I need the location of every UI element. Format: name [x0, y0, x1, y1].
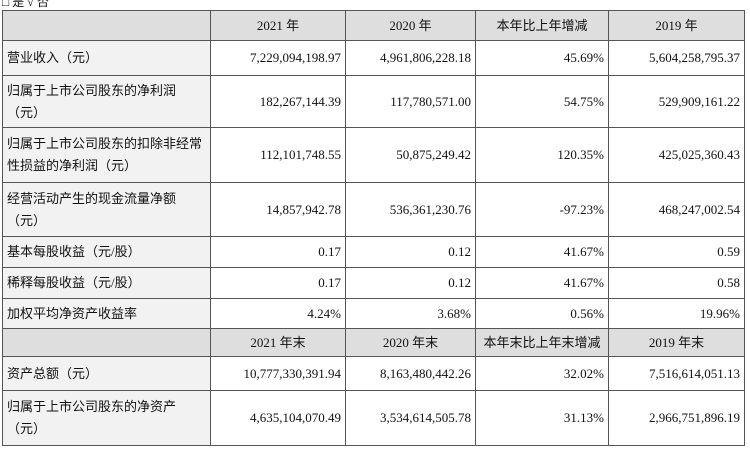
data-row: 归属于上市公司股东的净利润（元） 182,267,144.39 117,780,57… [2, 75, 745, 128]
data-row: 归属于上市公司股东的扣除非经常性损益的净利润（元） 112,101,748.55 5… [2, 127, 745, 183]
value-cell: 45.69% [475, 40, 609, 76]
header-cell: 2019 年末 [608, 328, 745, 357]
data-row: 稀释每股收益（元/股） 0.17 0.12 41.67% 0.58 [2, 267, 745, 299]
value-cell: 529,909,161.22 [608, 75, 745, 128]
value-cell: 0.12 [345, 267, 476, 299]
value-cell: 120.35% [475, 127, 609, 183]
row-label: 经营活动产生的现金流量净额（元） [2, 182, 211, 237]
value-cell: 536,361,230.76 [345, 182, 476, 237]
data-row: 经营活动产生的现金流量净额（元） 14,857,942.78 536,361,230… [2, 182, 745, 237]
value-cell: 0.59 [608, 236, 745, 268]
row-label: 归属于上市公司股东的扣除非经常性损益的净利润（元） [2, 127, 211, 183]
value-cell: 10,777,330,391.94 [210, 356, 346, 391]
data-row: 加权平均净资产收益率 4.24% 3.68% 0.56% 19.96% [2, 298, 745, 329]
data-row: 营业收入（元） 7,229,094,198.97 4,961,806,228.18 4… [2, 40, 745, 76]
value-cell: -97.23% [475, 182, 609, 237]
value-cell: 8,163,480,442.26 [345, 356, 476, 391]
header-cell [2, 328, 211, 357]
value-cell: 32.02% [475, 356, 609, 391]
data-row: 资产总额（元） 10,777,330,391.94 8,163,480,442.26… [2, 356, 745, 391]
row-label: 归属于上市公司股东的净利润（元） [2, 75, 211, 128]
value-cell: 14,857,942.78 [210, 182, 346, 237]
value-cell: 54.75% [475, 75, 609, 128]
header-cell: 本年比上年增减 [475, 10, 609, 41]
financial-table: 2021 年 2020 年本年比上年增减 2019 年营业收入（元） 7,229,09… [2, 10, 745, 446]
row-label: 加权平均净资产收益率 [2, 298, 211, 329]
value-cell: 41.67% [475, 236, 609, 268]
header-row: 2021 年 2020 年本年比上年增减 2019 年 [2, 10, 745, 41]
header-cell: 2019 年 [608, 10, 745, 41]
value-cell: 19.96% [608, 298, 745, 329]
header-row: 2021 年末 2020 年末 本年末比上年末增减 2019 年末 [2, 328, 745, 357]
value-cell: 7,229,094,198.97 [210, 40, 346, 76]
header-cell: 2021 年末 [210, 328, 346, 357]
header-cell: 2020 年 [345, 10, 476, 41]
row-label: 营业收入（元） [2, 40, 211, 76]
header-cell: 本年末比上年末增减 [475, 328, 609, 357]
value-cell: 117,780,571.00 [345, 75, 476, 128]
header-cell: 2020 年末 [345, 328, 476, 357]
value-cell: 4,635,104,070.49 [210, 390, 346, 446]
value-cell: 3,534,614,505.78 [345, 390, 476, 446]
header-cell: 2021 年 [210, 10, 346, 41]
value-cell: 5,604,258,795.37 [608, 40, 745, 76]
row-label: 归属于上市公司股东的净资产（元） [2, 390, 211, 446]
value-cell: 0.12 [345, 236, 476, 268]
row-label: 稀释每股收益（元/股） [2, 267, 211, 299]
value-cell: 2,966,751,896.19 [608, 390, 745, 446]
row-label: 基本每股收益（元/股） [2, 236, 211, 268]
value-cell: 7,516,614,051.13 [608, 356, 745, 391]
data-row: 归属于上市公司股东的净资产（元） 4,635,104,070.49 3,534,61… [2, 390, 745, 446]
value-cell: 425,025,360.43 [608, 127, 745, 183]
value-cell: 4.24% [210, 298, 346, 329]
note: □ 是 √ 否 [2, 0, 49, 9]
value-cell: 112,101,748.55 [210, 127, 346, 183]
value-cell: 0.56% [475, 298, 609, 329]
value-cell: 3.68% [345, 298, 476, 329]
row-label: 资产总额（元） [2, 356, 211, 391]
value-cell: 50,875,249.42 [345, 127, 476, 183]
value-cell: 0.17 [210, 236, 346, 268]
value-cell: 468,247,002.54 [608, 182, 745, 237]
value-cell: 4,961,806,228.18 [345, 40, 476, 76]
value-cell: 0.58 [608, 267, 745, 299]
value-cell: 41.67% [475, 267, 609, 299]
header-cell [2, 10, 211, 41]
value-cell: 0.17 [210, 267, 346, 299]
value-cell: 182,267,144.39 [210, 75, 346, 128]
value-cell: 31.13% [475, 390, 609, 446]
data-row: 基本每股收益（元/股） 0.17 0.12 41.67% 0.59 [2, 236, 745, 268]
